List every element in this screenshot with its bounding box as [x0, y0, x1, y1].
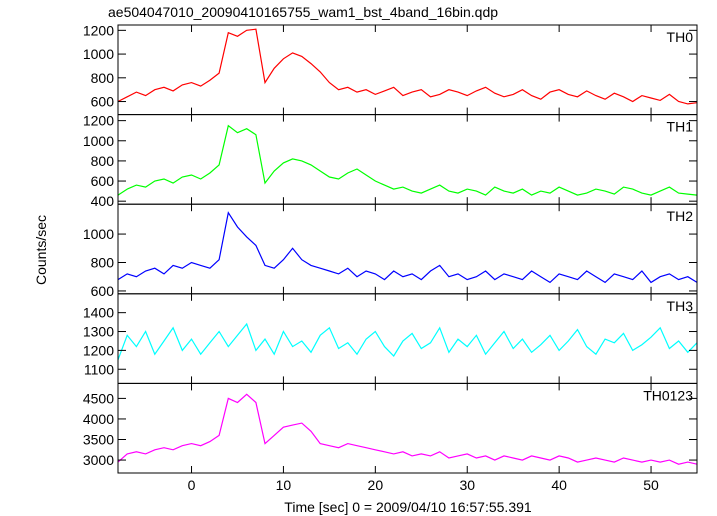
- panel-frame: [117, 203, 698, 295]
- x-tick-label: 50: [643, 477, 659, 493]
- y-tick-label: 1000: [83, 46, 114, 62]
- y-tick-label: 400: [91, 193, 115, 209]
- panel-frame: [117, 24, 698, 116]
- y-tick-label: 600: [91, 283, 115, 299]
- y-tick-label: 3500: [83, 432, 114, 448]
- y-tick-label: 1200: [83, 113, 114, 129]
- y-tick-label: 600: [91, 94, 115, 110]
- x-tick-label: 10: [276, 477, 292, 493]
- panel-frame: [117, 293, 698, 384]
- light-curve: [117, 28, 698, 105]
- x-tick-label: 20: [368, 477, 384, 493]
- y-tick-label: 800: [91, 70, 115, 86]
- y-tick-label: 1400: [83, 305, 114, 321]
- panel-frame: [117, 382, 698, 474]
- panel-label: TH3: [667, 298, 694, 314]
- y-tick-label: 800: [91, 255, 115, 271]
- y-tick-label: 600: [91, 173, 115, 189]
- y-tick-label: 1200: [83, 22, 114, 38]
- panel-label: TH0123: [643, 387, 693, 403]
- panel-label: TH2: [667, 208, 694, 224]
- y-tick-label: 1200: [83, 342, 114, 358]
- panel-frame: [117, 114, 698, 205]
- y-axis-label: Counts/sec: [33, 215, 49, 285]
- y-tick-label: 800: [91, 153, 115, 169]
- light-curve: [117, 124, 698, 196]
- y-tick-label: 4000: [83, 411, 114, 427]
- x-axis-label: Time [sec] 0 = 2009/04/10 16:57:55.391: [284, 499, 532, 515]
- light-curve: [117, 322, 698, 361]
- light-curve: [117, 393, 698, 465]
- x-tick-label: 0: [188, 477, 196, 493]
- panel-label: TH1: [667, 119, 694, 135]
- y-tick-label: 3000: [83, 452, 114, 468]
- panel-label: TH0: [667, 29, 694, 45]
- y-tick-label: 1300: [83, 324, 114, 340]
- y-tick-label: 4500: [83, 390, 114, 406]
- x-tick-label: 40: [551, 477, 567, 493]
- x-tick-label: 30: [459, 477, 475, 493]
- y-tick-label: 1000: [83, 226, 114, 242]
- chart-title: ae504047010_20090410165755_wam1_bst_4ban…: [108, 4, 498, 20]
- light-curve: [117, 211, 698, 284]
- y-tick-label: 1100: [84, 361, 114, 377]
- y-tick-label: 1000: [83, 133, 114, 149]
